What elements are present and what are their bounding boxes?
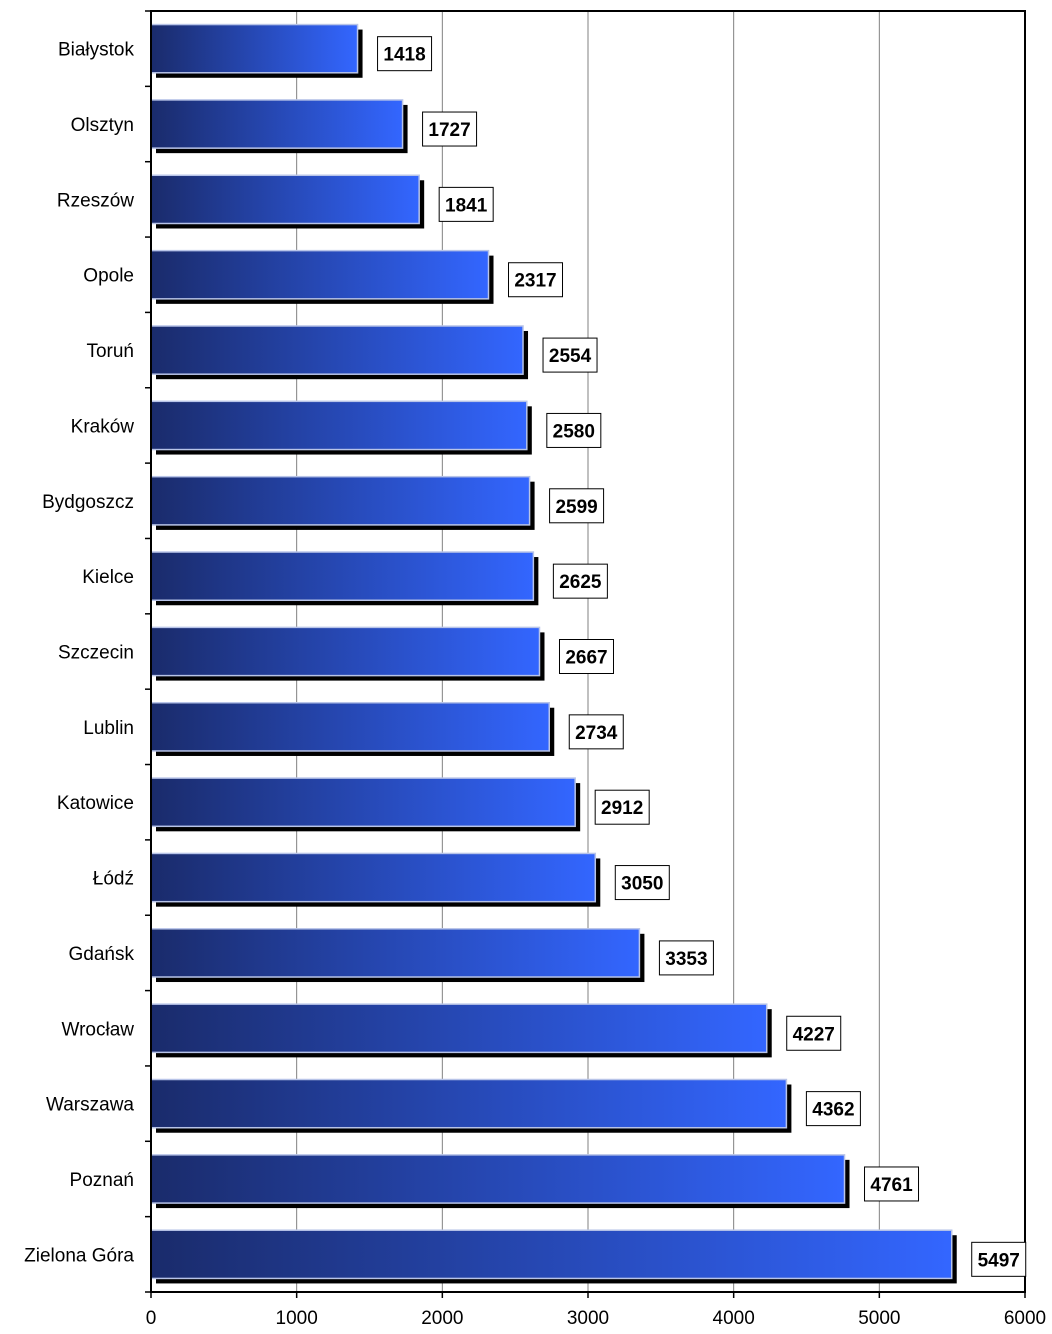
category-label: Białystok bbox=[58, 40, 135, 61]
data-label-box bbox=[805, 1091, 861, 1127]
data-label-box bbox=[508, 262, 564, 298]
category-label: Szczecin bbox=[58, 643, 134, 664]
data-label: 2580 bbox=[553, 421, 595, 442]
x-tick-label: 6000 bbox=[1004, 1308, 1046, 1329]
data-label-box bbox=[549, 488, 605, 524]
category-label: Kraków bbox=[71, 416, 135, 437]
bar-poznań bbox=[150, 1154, 846, 1204]
bar-łódź bbox=[150, 852, 597, 903]
data-label-box bbox=[558, 639, 614, 674]
x-tick-label: 1000 bbox=[276, 1308, 318, 1329]
bar-lublin bbox=[150, 701, 551, 752]
bar-olsztyn bbox=[150, 99, 404, 149]
bar-katowice bbox=[150, 777, 576, 828]
bar-gdańsk bbox=[150, 928, 641, 978]
data-label: 1727 bbox=[428, 120, 470, 141]
data-label: 2734 bbox=[575, 723, 618, 744]
data-label: 3050 bbox=[621, 874, 663, 895]
x-tick-label: 5000 bbox=[858, 1308, 900, 1329]
data-label: 1841 bbox=[445, 195, 488, 216]
bar-zielona-góra bbox=[150, 1229, 953, 1280]
data-label: 3353 bbox=[665, 949, 707, 970]
data-label: 2912 bbox=[601, 798, 643, 819]
bar-rzeszów bbox=[150, 174, 420, 225]
data-label-box bbox=[614, 865, 670, 901]
data-label-box bbox=[546, 412, 602, 448]
bar-kraków bbox=[150, 400, 528, 451]
category-label: Wrocław bbox=[62, 1019, 135, 1040]
data-label: 2625 bbox=[559, 572, 602, 593]
bar-bydgoszcz bbox=[150, 475, 531, 526]
category-label: Gdańsk bbox=[69, 944, 135, 965]
bar-warszawa bbox=[150, 1078, 788, 1129]
category-label: Opole bbox=[83, 266, 134, 287]
data-label: 4227 bbox=[793, 1024, 835, 1045]
category-label: Kielce bbox=[82, 567, 134, 588]
x-tick-label: 4000 bbox=[713, 1308, 755, 1329]
data-label: 2667 bbox=[565, 648, 607, 669]
data-label: 2554 bbox=[549, 346, 592, 367]
labels: 0 1000 2000 3000 4000 5000 6000 Białystok 1418 Ol… bbox=[24, 36, 1046, 1329]
x-tick-label: 3000 bbox=[567, 1308, 609, 1329]
data-label-box bbox=[422, 111, 478, 147]
data-label-box bbox=[542, 337, 598, 373]
axes bbox=[145, 10, 1026, 1298]
category-label: Bydgoszcz bbox=[42, 492, 134, 513]
bar-opole bbox=[150, 249, 490, 300]
data-label-box bbox=[568, 714, 624, 750]
bars bbox=[150, 23, 957, 1284]
data-label-box bbox=[658, 940, 714, 976]
x-tick-label: 0 bbox=[146, 1308, 157, 1329]
data-label-box bbox=[971, 1241, 1027, 1277]
category-label: Rzeszów bbox=[57, 190, 134, 211]
category-label: Olsztyn bbox=[71, 115, 134, 136]
category-label: Łódź bbox=[93, 869, 134, 890]
data-label: 1418 bbox=[383, 45, 425, 66]
category-label: Warszawa bbox=[46, 1095, 134, 1116]
category-label: Toruń bbox=[86, 341, 134, 362]
category-label: Katowice bbox=[57, 793, 134, 814]
bar-wrocław bbox=[150, 1003, 768, 1054]
data-label-box bbox=[594, 789, 650, 825]
data-label: 4761 bbox=[870, 1175, 913, 1196]
x-tick-label: 2000 bbox=[421, 1308, 463, 1329]
category-label: Lublin bbox=[83, 718, 134, 739]
data-label-box bbox=[438, 186, 494, 222]
data-label-box bbox=[377, 36, 433, 72]
bar-szczecin bbox=[150, 626, 541, 677]
bar-toruń bbox=[150, 325, 524, 375]
data-label-box bbox=[786, 1015, 842, 1051]
category-label: Poznań bbox=[70, 1170, 134, 1191]
data-label: 2317 bbox=[514, 271, 556, 292]
data-label: 2599 bbox=[555, 497, 597, 518]
bar-kielce bbox=[150, 551, 535, 602]
data-label-box bbox=[864, 1166, 920, 1202]
bar-białystok bbox=[150, 23, 359, 74]
data-label: 5497 bbox=[978, 1250, 1020, 1271]
category-label: Zielona Góra bbox=[24, 1245, 134, 1266]
data-label: 4362 bbox=[812, 1100, 854, 1121]
data-label-box bbox=[552, 563, 608, 599]
